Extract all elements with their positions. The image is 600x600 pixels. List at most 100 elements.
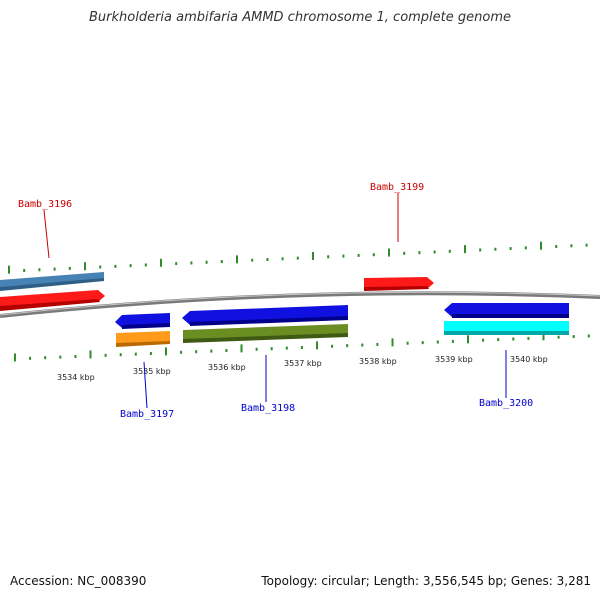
lower-tick [376,342,379,346]
upper-tick [68,266,71,270]
upper-tick [99,265,102,269]
lower-tick [436,340,439,344]
upper-tick [403,251,406,255]
blue-feature-3197-shade [122,323,170,329]
cyan-feature-3200-shade [444,331,569,335]
upper-tick [524,246,527,250]
gene-label-bamb-3198[interactable]: Bamb_3198 [241,403,295,414]
lower-tick [165,347,167,356]
lower-tick [557,335,560,339]
leader-line-3196 [43,209,50,259]
lower-tick [587,334,590,338]
scale-label-3535: 3535 kbp [133,367,171,376]
lower-tick [482,338,485,342]
lower-tick [195,350,198,354]
upper-tick [494,247,497,251]
upper-tick [312,251,314,260]
upper-tick [160,258,162,267]
upper-tick [281,257,284,261]
lower-tick [180,350,183,354]
lower-tick [497,338,500,342]
upper-tick-row [8,241,588,274]
upper-tick [266,258,269,262]
upper-tick [38,268,41,272]
lower-tick [255,347,258,351]
upper-tick [190,261,193,265]
lower-tick [14,353,16,362]
gene-label-bamb-3199[interactable]: Bamb_3199 [370,182,424,193]
lower-tick [240,344,243,353]
lower-tick [119,353,122,357]
lower-tick [346,344,349,348]
scale-label-3536: 3536 kbp [208,363,246,372]
lower-tick [29,356,32,360]
leader-line-3197 [143,361,148,409]
orange-feature-3197-shade [116,341,170,347]
lower-tick [451,339,454,343]
lower-tick [270,347,273,351]
olive-feature-3198-shade [183,333,348,343]
upper-tick [357,253,360,257]
blue-feature-3200-shade [452,314,569,318]
upper-tick [327,255,330,259]
lower-tick [134,352,137,356]
scale-label-3534: 3534 kbp [57,373,95,382]
scale-label-3538: 3538 kbp [359,357,397,366]
gene-label-bamb-3197[interactable]: Bamb_3197 [120,409,174,420]
upper-tick [114,264,117,268]
upper-tick [144,263,147,267]
lower-tick [89,350,92,359]
lower-tick-row [14,332,590,362]
cyan-feature-3200[interactable] [444,321,569,334]
upper-tick [220,260,223,264]
lower-tick [331,344,334,348]
lower-tick [74,355,77,359]
upper-tick [23,268,26,272]
upper-tick [342,254,345,258]
lower-tick [44,356,47,360]
lower-tick [467,335,469,344]
upper-tick [372,253,375,257]
red-feature-3196-shade [0,299,100,311]
upper-tick [418,251,421,255]
lower-tick [225,348,228,352]
upper-tick [84,262,86,271]
lower-tick [59,355,62,359]
lower-tick [572,335,575,339]
lower-tick [361,343,364,347]
red-feature-3199-shade [364,286,429,291]
accession-text: Accession: NC_008390 [10,574,147,588]
scale-label-3540: 3540 kbp [510,355,548,364]
lower-tick [316,341,318,350]
blue-feature-3200[interactable] [444,303,569,317]
steelblue-feature-shade [0,278,104,291]
upper-tick [251,258,254,262]
blue-feature-3198-shade [190,316,348,326]
upper-tick [540,241,542,250]
lower-tick [421,341,424,345]
lower-tick [285,346,288,350]
topology-text: Topology: circular; Length: 3,556,545 bp… [261,574,591,588]
upper-tick [585,243,588,247]
lower-tick [406,341,409,345]
gene-label-bamb-3196[interactable]: Bamb_3196 [18,199,72,210]
upper-tick [53,267,56,271]
scale-label-3537: 3537 kbp [284,359,322,368]
upper-tick [175,262,178,266]
upper-tick [388,248,390,257]
lower-tick [300,345,303,349]
lower-tick [527,336,530,340]
upper-tick [479,248,482,252]
upper-tick [464,245,466,254]
upper-tick [570,244,573,248]
map-title: Burkholderia ambifaria AMMD chromosome 1… [88,10,512,25]
scale-label-3539: 3539 kbp [435,355,473,364]
upper-tick [433,250,436,254]
upper-tick [205,260,208,264]
gene-label-bamb-3200[interactable]: Bamb_3200 [479,398,533,409]
genome-backbone [0,291,600,318]
upper-tick [448,249,451,253]
lower-tick [104,353,107,357]
genome-backbone-highlight [0,291,600,316]
